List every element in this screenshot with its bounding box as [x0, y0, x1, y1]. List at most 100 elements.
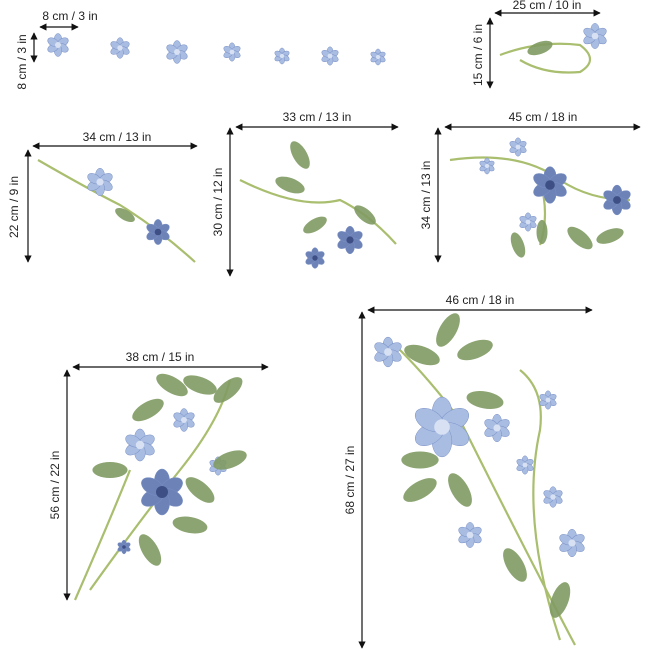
flower: [458, 522, 482, 548]
width-label: 46 cm / 18 in: [446, 293, 515, 307]
width-label: 8 cm / 3 in: [42, 9, 97, 23]
flower-center: [135, 440, 145, 450]
flower: [519, 212, 537, 232]
flower: [583, 23, 607, 49]
leaf: [401, 451, 439, 469]
flower-center: [613, 196, 621, 204]
flower-center: [156, 486, 168, 498]
flower-center: [327, 53, 333, 59]
leaf: [354, 205, 376, 225]
flower-center: [174, 49, 180, 55]
leaf: [403, 478, 437, 502]
flower: [305, 247, 325, 269]
flower: [223, 42, 241, 62]
leaf: [183, 375, 217, 395]
flower: [87, 167, 113, 197]
flower-center: [550, 494, 556, 500]
leaf: [303, 216, 327, 234]
flower-center: [312, 255, 318, 261]
flower-center: [279, 53, 285, 59]
flower-center: [591, 32, 599, 40]
height-label: 8 cm / 3 in: [15, 34, 29, 89]
leaf: [536, 219, 548, 245]
leaf: [172, 516, 208, 534]
leaf: [549, 582, 571, 618]
flower: [173, 408, 195, 432]
flower-center: [568, 539, 576, 547]
dimension-lines: [24, 9, 641, 649]
flower-center: [229, 49, 235, 55]
leaf: [185, 477, 215, 503]
flower-center: [154, 228, 162, 236]
leaf: [115, 208, 135, 222]
flower: [543, 486, 563, 508]
flower: [516, 455, 534, 475]
flower: [479, 157, 495, 175]
leaf: [156, 373, 188, 397]
leaf: [138, 534, 162, 566]
flower-center: [384, 348, 392, 356]
flower-center: [545, 180, 555, 190]
flower: [321, 46, 339, 66]
flower-center: [522, 462, 528, 468]
height-label: 15 cm / 6 in: [471, 24, 485, 86]
leaf: [596, 228, 624, 244]
flower-center: [493, 424, 501, 432]
flower: [166, 40, 188, 64]
height-label: 68 cm / 27 in: [343, 446, 357, 515]
leaf: [275, 176, 305, 194]
leaf: [436, 313, 460, 347]
flower: [414, 396, 470, 458]
flower-center: [96, 178, 104, 186]
leaf: [567, 226, 593, 250]
flower: [141, 468, 183, 516]
width-label: 34 cm / 13 in: [83, 130, 152, 144]
leaf: [510, 232, 526, 258]
floral-art: [37, 23, 631, 646]
leaf: [503, 548, 527, 582]
leaf: [132, 398, 164, 422]
flower-center: [434, 419, 450, 435]
width-label: 45 cm / 18 in: [509, 110, 578, 124]
flower-center: [484, 163, 490, 169]
flower-center: [122, 545, 126, 549]
flower: [539, 390, 557, 410]
flower: [533, 166, 567, 204]
flower: [374, 336, 402, 368]
leaf: [290, 141, 310, 169]
flower: [603, 184, 631, 216]
flower-center: [466, 531, 474, 539]
flower: [559, 528, 585, 558]
flower: [47, 33, 69, 57]
flower-center: [55, 42, 61, 48]
flower: [509, 137, 527, 157]
leaf: [527, 40, 553, 56]
leaf: [404, 344, 440, 366]
flower: [370, 48, 386, 66]
leaf: [92, 462, 128, 478]
flower: [110, 37, 130, 59]
height-label: 22 cm / 9 in: [7, 176, 21, 238]
flower-center: [515, 144, 521, 150]
flower-center: [525, 219, 531, 225]
leaf: [457, 339, 493, 361]
flower: [484, 413, 510, 443]
leaf: [466, 391, 504, 409]
dimension-labels: 8 cm / 3 in 8 cm / 3 in 25 cm / 10 in 15…: [7, 0, 581, 519]
height-label: 56 cm / 22 in: [48, 451, 62, 520]
flower: [125, 428, 155, 462]
flower-center: [117, 45, 123, 51]
flower: [146, 219, 170, 245]
flower-center: [375, 54, 381, 60]
flower-center: [545, 397, 551, 403]
flower-center: [181, 417, 187, 423]
flower: [274, 47, 290, 65]
height-label: 34 cm / 13 in: [419, 161, 433, 230]
leaf: [213, 377, 243, 403]
flower-center: [346, 236, 354, 244]
flower: [337, 225, 363, 255]
leaf: [448, 473, 472, 507]
leaf: [213, 450, 247, 470]
width-label: 38 cm / 15 in: [126, 350, 195, 364]
